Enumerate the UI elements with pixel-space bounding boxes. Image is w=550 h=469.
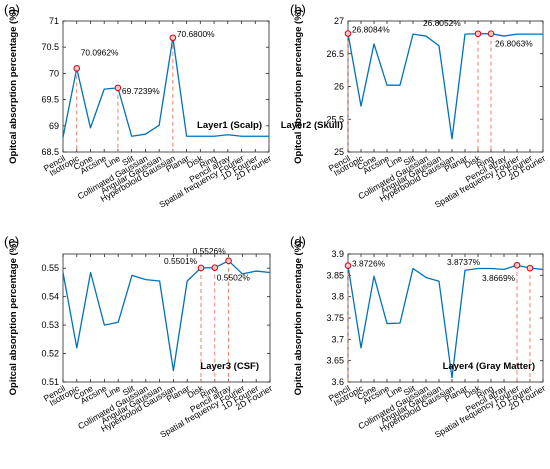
y-tick-label: 3.8 (331, 292, 344, 302)
highlight-annotation: 3.8669% (482, 273, 516, 283)
panel-label: (b) (290, 2, 306, 17)
y-tick-label: 0.53 (41, 320, 59, 330)
plot-frame (62, 253, 271, 383)
panel-label: (d) (290, 234, 306, 249)
chart-panel-4: 3.63.653.73.753.83.853.9PencilIsotropicC… (290, 234, 547, 440)
y-tick-label: 3.7 (331, 334, 344, 344)
y-tick-label: 26 (334, 82, 344, 92)
highlight-annotation: 0.5501% (164, 256, 198, 266)
panel-label: (a) (4, 2, 20, 17)
layer-label: Layer2 (Skull) (281, 120, 343, 131)
y-tick-label: 70.5 (41, 42, 59, 52)
series-line (347, 33, 543, 140)
highlight-annotation: 0.5526% (193, 246, 227, 256)
series-line (62, 260, 271, 372)
panel-label: (c) (4, 234, 19, 249)
highlight-marker (169, 34, 177, 42)
highlight-annotation: 69.7239% (122, 86, 160, 96)
y-tick-label: 25.5 (326, 114, 344, 124)
y-axis-label: Opitcal absorption percentage (%) (8, 9, 19, 164)
y-tick-label: 0.51 (41, 377, 59, 387)
highlight-annotation: 3.8726% (352, 259, 386, 269)
highlight-annotation: 26.8052% (423, 18, 461, 28)
highlight-annotation: 0.5502% (217, 273, 251, 283)
y-axis-label: Opitcal absorption percentage (%) (8, 241, 19, 396)
y-tick-label: 69.5 (41, 95, 59, 105)
y-tick-label: 3.65 (326, 356, 344, 366)
y-tick-label: 25 (334, 147, 344, 157)
y-tick-label: 3.75 (326, 313, 344, 323)
highlight-annotation: 70.6800% (177, 29, 215, 39)
y-tick-label: 3.85 (326, 270, 344, 280)
highlight-marker (73, 65, 81, 72)
series-line (347, 264, 544, 379)
y-tick-label: 70 (49, 68, 59, 78)
layer-label: Layer3 (CSF) (200, 361, 259, 372)
highlight-annotation: 3.8737% (447, 257, 481, 267)
y-tick-label: 3.9 (331, 249, 344, 259)
chart-panel-2: 2525.52626.527PencilIsotropicConeArcsine… (281, 2, 547, 210)
y-tick-label: 0.55 (41, 263, 59, 273)
chart-panel-1: 68.56969.57070.571PencilIsotropicConeArc… (4, 2, 273, 210)
highlight-marker (487, 30, 495, 37)
series-line (62, 37, 269, 138)
y-tick-label: 3.6 (331, 377, 344, 387)
highlight-marker (513, 261, 521, 269)
y-tick-label: 0.52 (41, 349, 59, 359)
highlight-marker (344, 30, 352, 37)
highlight-marker (211, 264, 219, 271)
y-tick-label: 26.5 (326, 49, 344, 59)
highlight-marker (225, 257, 232, 265)
y-tick-label: 69 (49, 121, 59, 131)
highlight-annotation: 70.0962% (81, 47, 119, 57)
highlight-marker (344, 262, 352, 269)
y-tick-label: 0.54 (41, 292, 59, 302)
highlight-marker (197, 264, 205, 272)
chart-panel-3: 0.510.520.530.540.55PencilIsotropicConeA… (4, 234, 274, 440)
highlight-annotation: 26.8084% (352, 25, 390, 35)
y-tick-label: 27 (334, 16, 344, 26)
y-axis-label: Opitcal absorption percentage (%) (293, 9, 304, 164)
layer-label: Layer1 (Scalp) (197, 120, 262, 131)
y-axis-label: Opitcal absorption percentage (%) (293, 241, 304, 396)
highlight-marker (474, 30, 482, 38)
plot-frame (62, 20, 270, 153)
highlight-annotation: 26.8063% (495, 39, 533, 49)
highlight-marker (526, 264, 534, 272)
y-tick-label: 68.5 (41, 147, 59, 157)
layer-label: Layer4 (Gray Matter) (443, 361, 535, 372)
highlight-marker (114, 84, 122, 92)
y-tick-label: 71 (49, 16, 59, 26)
